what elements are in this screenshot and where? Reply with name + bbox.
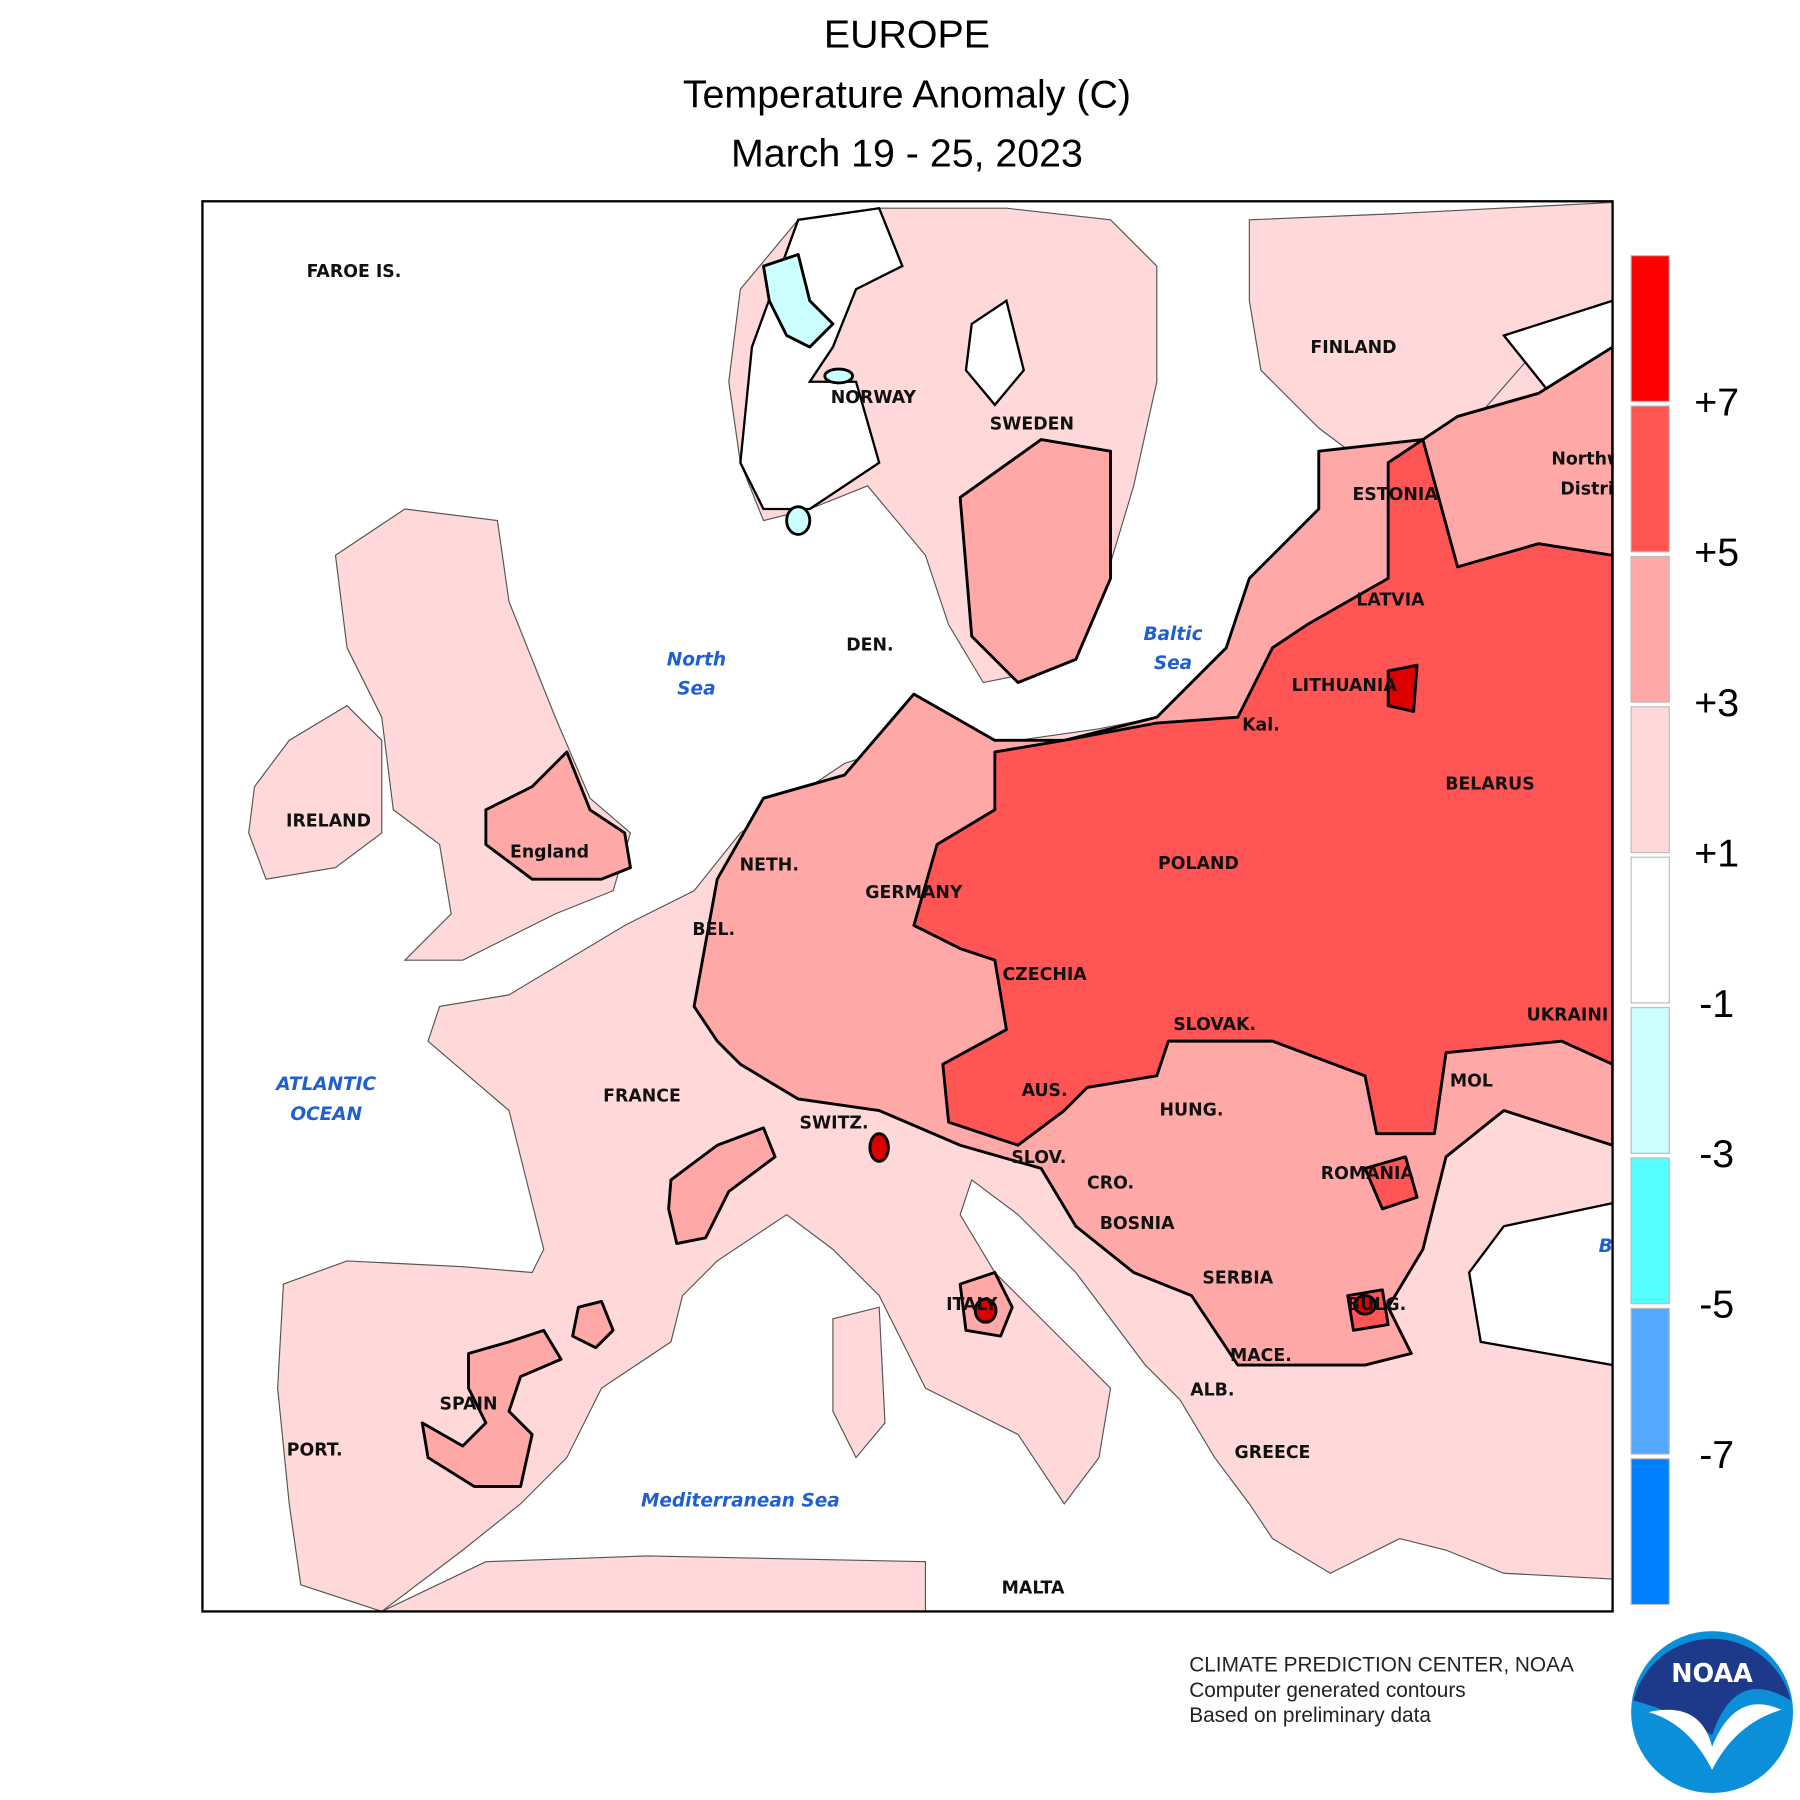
country-label: Kal. bbox=[1242, 715, 1280, 735]
credit: CLIMATE PREDICTION CENTER, NOAA bbox=[1189, 1653, 1574, 1676]
legend-swatch bbox=[1630, 255, 1670, 402]
legend-label: -7 bbox=[1699, 1433, 1734, 1477]
credit: Computer generated contours bbox=[1189, 1679, 1466, 1702]
dates: March 19 - 25, 2023 bbox=[731, 132, 1083, 176]
country-label: BOSNIA bbox=[1100, 1214, 1175, 1234]
sea-label: Sea bbox=[1154, 653, 1192, 674]
country-label: NORWAY bbox=[831, 388, 917, 408]
country-label: MALTA bbox=[1002, 1578, 1065, 1598]
legend-swatch bbox=[1630, 856, 1670, 1004]
country-label: ITALY bbox=[946, 1295, 998, 1315]
legend-label: +5 bbox=[1694, 531, 1739, 575]
country-label: CZECHIA bbox=[1002, 965, 1087, 985]
legend-label: +3 bbox=[1694, 681, 1739, 725]
legend-label: -1 bbox=[1699, 982, 1734, 1026]
country-label: UKRAINI bbox=[1527, 1006, 1609, 1026]
legend-swatch bbox=[1630, 706, 1670, 854]
legend-label: -5 bbox=[1699, 1283, 1734, 1327]
country-label: FAROE IS. bbox=[307, 262, 402, 282]
country-label: BEL. bbox=[692, 920, 735, 940]
country-label: DEN. bbox=[846, 636, 893, 656]
country-label: ALB. bbox=[1190, 1380, 1234, 1400]
legend-label: -3 bbox=[1699, 1132, 1734, 1176]
country-label: FRANCE bbox=[603, 1087, 681, 1107]
legend-swatch bbox=[1630, 405, 1670, 553]
country-label: IRELAND bbox=[286, 811, 371, 831]
sea-label: Sea bbox=[677, 678, 715, 699]
country-label: Distri bbox=[1560, 479, 1613, 499]
country-label: PORT. bbox=[287, 1441, 343, 1461]
sea-label: Baltic bbox=[1143, 624, 1202, 645]
country-label: England bbox=[510, 843, 589, 863]
country-label: HUNG. bbox=[1160, 1101, 1224, 1121]
sea-label: Mediterranean Sea bbox=[641, 1491, 840, 1512]
legend-label: +1 bbox=[1694, 831, 1739, 875]
legend-swatch bbox=[1630, 555, 1670, 703]
legend-swatch bbox=[1630, 1307, 1670, 1455]
sea-label: North bbox=[667, 650, 726, 671]
map-frame bbox=[201, 200, 1614, 1613]
legend: +7 +5 +3 +1 -1 -3 -5 -7 bbox=[1630, 255, 1739, 1606]
noaa-logo: NOAA bbox=[1631, 1631, 1794, 1794]
anomaly-over-7 bbox=[868, 663, 1419, 1324]
country-label: CRO. bbox=[1087, 1173, 1134, 1193]
country-label: FINLAND bbox=[1310, 338, 1396, 358]
anomaly-below bbox=[762, 253, 855, 536]
country-label: BULG. bbox=[1347, 1295, 1406, 1315]
credit: Based on preliminary data bbox=[1189, 1704, 1431, 1727]
country-label: AUS. bbox=[1022, 1081, 1068, 1101]
country-label: POLAND bbox=[1158, 854, 1239, 874]
country-label: SLOVAK. bbox=[1173, 1015, 1256, 1035]
title: EUROPE bbox=[824, 12, 990, 56]
country-label: MOL bbox=[1450, 1072, 1493, 1092]
country-label: GERMANY bbox=[865, 883, 963, 903]
country-label: LITHUANIA bbox=[1292, 676, 1398, 696]
country-label: SWITZ. bbox=[800, 1113, 869, 1133]
country-label: LATVIA bbox=[1356, 590, 1425, 610]
logo-text: NOAA bbox=[1671, 1658, 1753, 1688]
country-label: Northw bbox=[1551, 449, 1623, 469]
country-label: SERBIA bbox=[1202, 1268, 1273, 1288]
country-label: NETH. bbox=[740, 855, 799, 875]
country-label: SLOV. bbox=[1011, 1148, 1066, 1168]
legend-label: +7 bbox=[1694, 380, 1739, 424]
sea-label: ATLANTIC bbox=[274, 1074, 376, 1095]
map: FAROE IS. NORWAY SWEDEN FINLAND ESTONIA LATVI… bbox=[248, 201, 1623, 1612]
country-label: SPAIN bbox=[440, 1394, 498, 1414]
anomaly-5-7 bbox=[912, 438, 1613, 1332]
sea-label: B bbox=[1599, 1236, 1613, 1257]
country-label: SWEDEN bbox=[990, 415, 1074, 435]
legend-swatch bbox=[1630, 1157, 1670, 1305]
legend-swatch bbox=[1630, 1007, 1670, 1154]
country-label: ROMANIA bbox=[1321, 1164, 1415, 1184]
sea-label: OCEAN bbox=[290, 1104, 362, 1125]
country-label: MACE. bbox=[1230, 1346, 1292, 1366]
country-label: BELARUS bbox=[1445, 774, 1534, 794]
subtitle: Temperature Anomaly (C) bbox=[683, 73, 1131, 117]
legend-swatch bbox=[1630, 1458, 1670, 1606]
country-label: ESTONIA bbox=[1352, 485, 1438, 505]
country-label: GREECE bbox=[1235, 1443, 1311, 1463]
